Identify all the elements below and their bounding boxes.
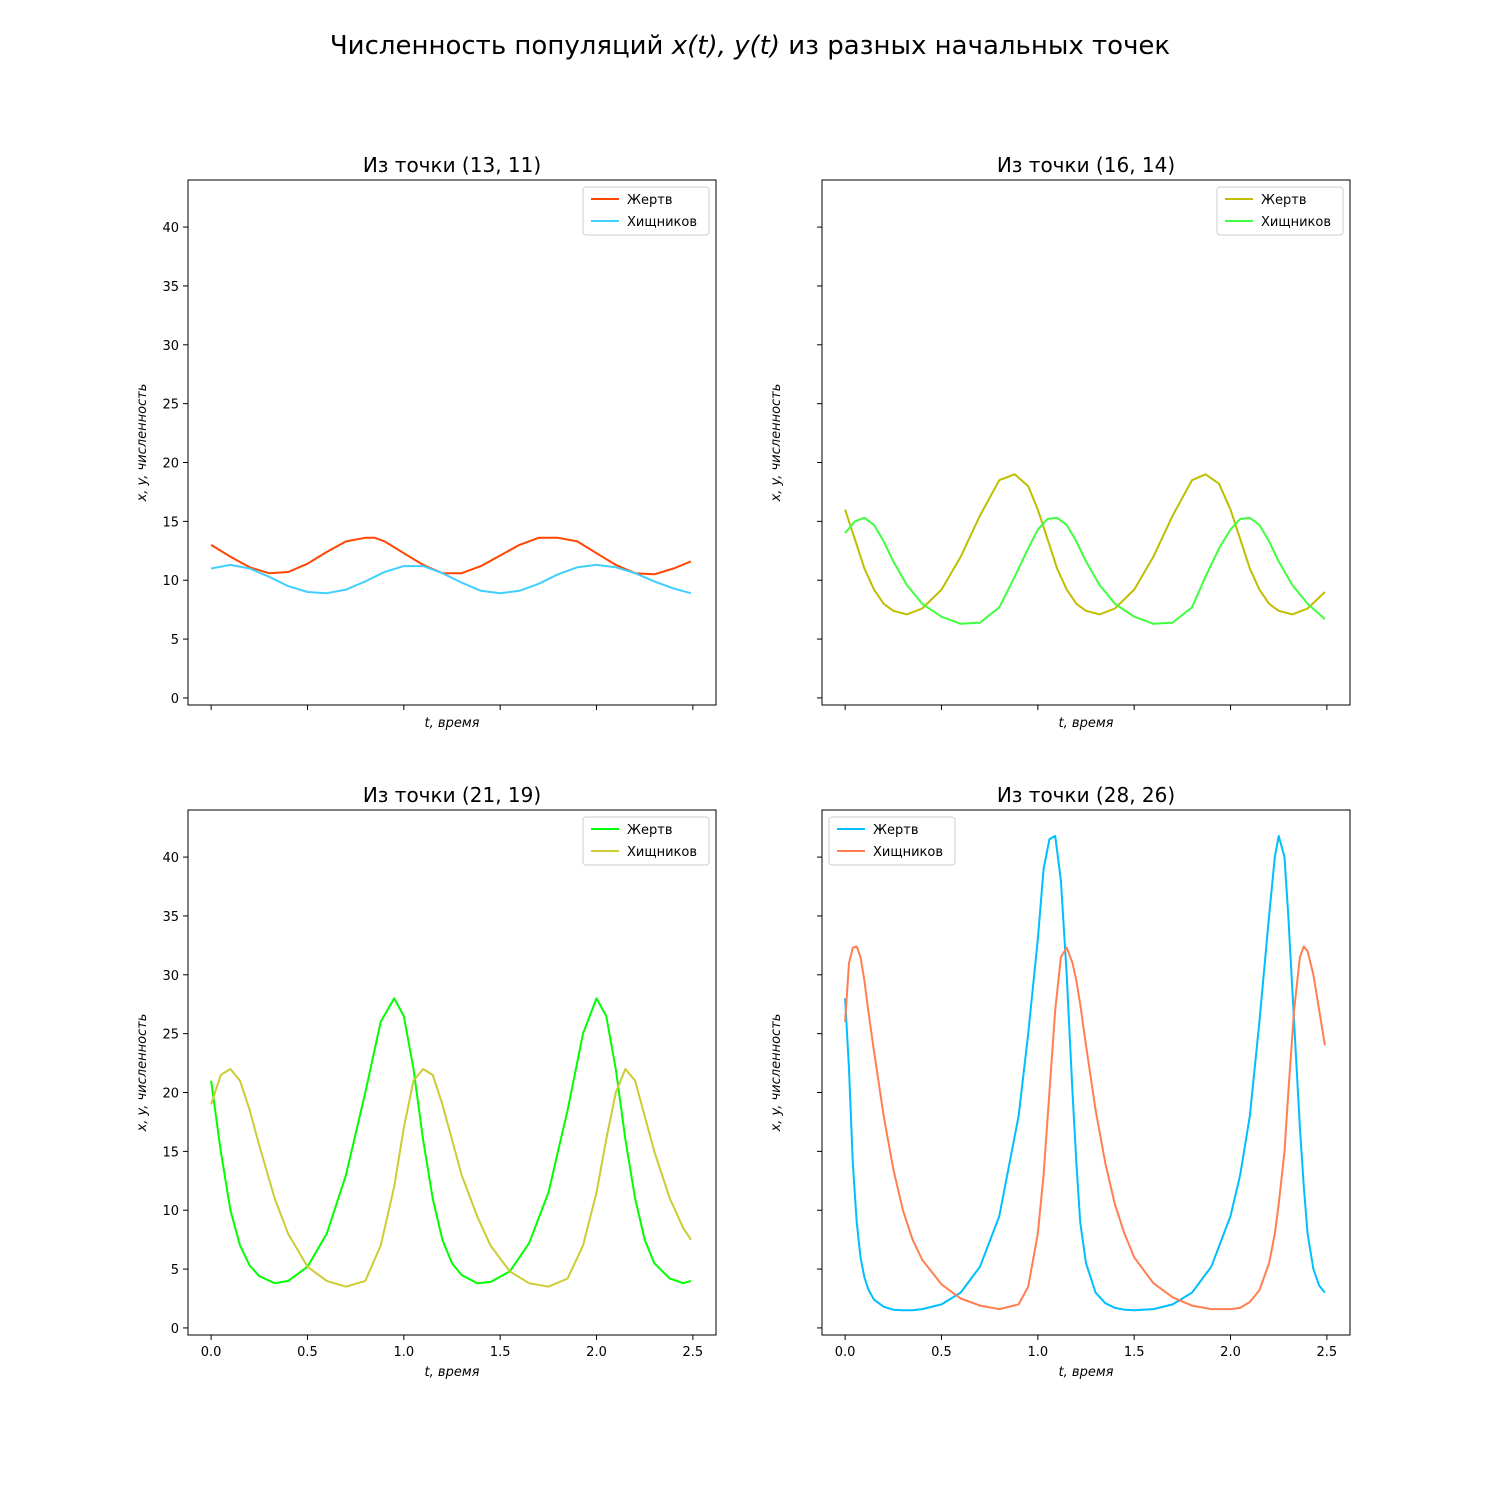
x-tick-label: 1.0 [393, 1345, 414, 1360]
legend-label: Хищников [873, 845, 943, 860]
legend-label: Жертв [873, 823, 919, 838]
legend: Жертв Хищников [828, 816, 956, 866]
axes-frame [187, 179, 717, 706]
x-tick-label: 0.0 [201, 1345, 222, 1360]
series-line-predator [844, 516, 1326, 625]
y-tick-label: 35 [162, 910, 179, 925]
legend-label: Хищников [1261, 215, 1331, 230]
y-axis-label: x, y, численность [769, 384, 784, 503]
x-axis-label: t, время [1059, 1365, 1114, 1380]
legend: Жертв Хищников [582, 186, 710, 236]
y-tick-label: 30 [162, 339, 179, 354]
y-tick-label: 20 [162, 1087, 179, 1102]
x-tick-label: 1.0 [1027, 1345, 1048, 1360]
x-tick-label: 1.5 [490, 1345, 511, 1360]
y-axis-label: x, y, численность [135, 384, 150, 503]
x-axis-label: t, время [425, 716, 480, 731]
axes-frame [821, 809, 1351, 1336]
x-tick-label: 2.5 [683, 1345, 704, 1360]
y-tick-label: 20 [162, 457, 179, 472]
y-tick-label: 30 [162, 969, 179, 984]
series-line-prey [844, 834, 1326, 1312]
chart-title: Из точки (16, 14) [997, 153, 1175, 177]
y-tick-label: 40 [162, 221, 179, 236]
axes-frame [821, 179, 1351, 706]
legend: Жертв Хищников [582, 816, 710, 866]
legend-label: Хищников [627, 845, 697, 860]
x-tick-label: 2.0 [1220, 1345, 1241, 1360]
x-tick-label: 0.5 [931, 1345, 952, 1360]
chart-title: Из точки (21, 19) [363, 783, 541, 807]
figure-title-math: x(t), y(t) [671, 31, 780, 61]
y-axis-label: x, y, численность [135, 1014, 150, 1133]
x-tick-label: 0.0 [835, 1345, 856, 1360]
chart-panel: Из точки (28, 26) 0.0 0.5 1.0 1.5 2.0 2.5 t, вр… [769, 783, 1351, 1380]
figure-title-prefix: Численность популяций [330, 31, 672, 61]
series-line-predator [210, 1068, 692, 1288]
series-line-prey [844, 473, 1326, 616]
chart-panel: Из точки (16, 14) t, время x, y, численнос… [769, 153, 1351, 731]
y-tick-label: 15 [162, 1145, 179, 1160]
figure-title: Численность популяций x(t), y(t) из разн… [330, 31, 1170, 61]
y-tick-label: 0 [171, 1322, 179, 1337]
x-tick-label: 2.5 [1317, 1345, 1338, 1360]
series-line-predator [844, 945, 1326, 1311]
chart-title: Из точки (28, 26) [997, 783, 1175, 807]
legend-label: Жертв [1261, 193, 1307, 208]
legend-label: Хищников [627, 215, 697, 230]
chart-panel: Из точки (21, 19) 0.0 0.5 1.0 1.5 2.0 2.5 0 5 10 1… [135, 783, 717, 1380]
chart-title: Из точки (13, 11) [363, 153, 541, 177]
y-tick-label: 15 [162, 515, 179, 530]
axes-frame [187, 809, 717, 1336]
chart-panel: Из точки (13, 11) 0 5 10 15 20 25 30 35 40 t, врем… [135, 153, 717, 731]
figure-title-suffix: из разных начальных точек [780, 31, 1170, 61]
y-tick-label: 5 [171, 1263, 179, 1278]
x-tick-label: 0.5 [297, 1345, 318, 1360]
y-tick-label: 25 [162, 398, 179, 413]
y-axis-label: x, y, численность [769, 1014, 784, 1133]
y-tick-label: 35 [162, 280, 179, 295]
y-tick-label: 10 [162, 1204, 179, 1219]
y-tick-label: 5 [171, 633, 179, 648]
y-tick-label: 40 [162, 851, 179, 866]
x-tick-label: 1.5 [1124, 1345, 1145, 1360]
x-axis-label: t, время [425, 1365, 480, 1380]
legend-label: Жертв [627, 193, 673, 208]
series-line-predator [210, 563, 692, 595]
x-tick-label: 2.0 [586, 1345, 607, 1360]
series-line-prey [210, 997, 692, 1285]
legend: Жертв Хищников [1216, 186, 1344, 236]
legend-label: Жертв [627, 823, 673, 838]
y-tick-label: 0 [171, 692, 179, 707]
y-tick-label: 10 [162, 574, 179, 589]
y-tick-label: 25 [162, 1028, 179, 1043]
x-axis-label: t, время [1059, 716, 1114, 731]
